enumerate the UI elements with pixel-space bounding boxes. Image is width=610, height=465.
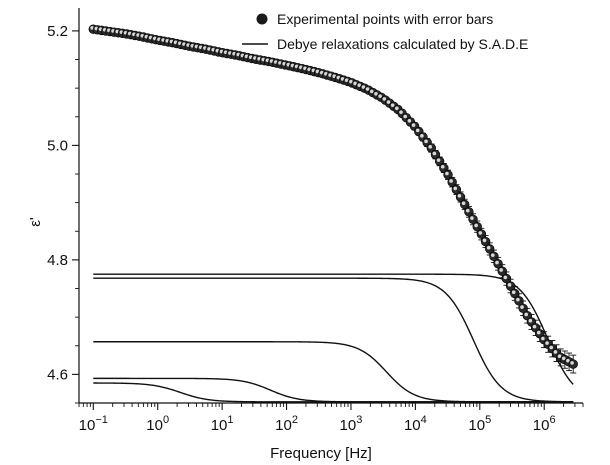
- debye-curve-1: [93, 273, 574, 385]
- x-tick-label: 106: [533, 414, 556, 434]
- x-axis-label: Frequency [Hz]: [270, 445, 372, 462]
- ticks-layer: [72, 30, 584, 410]
- point-highlight: [365, 87, 370, 91]
- point-highlight: [503, 275, 508, 280]
- point-highlight: [390, 103, 395, 107]
- point-highlight: [511, 290, 516, 295]
- point-highlight: [386, 100, 391, 104]
- point-highlight: [374, 91, 378, 96]
- point-highlight: [357, 83, 362, 88]
- point-highlight: [478, 231, 483, 235]
- point-highlight: [516, 297, 520, 302]
- point-highlight: [432, 151, 437, 156]
- point-highlight: [486, 245, 491, 250]
- debye-curve-3: [93, 341, 574, 403]
- point-highlight: [557, 354, 562, 358]
- x-tick-label: 102: [275, 414, 298, 434]
- experimental-points-layer: [88, 24, 578, 374]
- point-highlight: [491, 253, 495, 257]
- data-point: [489, 249, 499, 264]
- legend-label-line: Debye relaxations calculated by S.A.D.E: [277, 36, 528, 52]
- point-highlight: [549, 345, 554, 350]
- point-highlight: [457, 194, 462, 198]
- legend: Experimental points with error bars Deby…: [242, 11, 528, 52]
- point-highlight: [382, 97, 387, 101]
- y-axis-label: ε': [27, 217, 44, 227]
- data-point: [568, 354, 578, 374]
- point-highlight: [436, 158, 441, 162]
- point-highlight: [361, 85, 366, 89]
- point-highlight: [545, 341, 549, 345]
- data-point: [510, 286, 520, 301]
- point-highlight: [369, 89, 374, 94]
- debye-curve-5: [93, 382, 574, 403]
- x-tick-label: 105: [468, 414, 491, 434]
- point-highlight: [428, 145, 433, 149]
- y-tick-label: 5.0: [47, 137, 68, 154]
- point-highlight: [420, 134, 424, 138]
- point-highlight: [449, 179, 453, 183]
- data-point: [485, 242, 495, 256]
- x-tick-label: 104: [404, 414, 427, 434]
- point-highlight: [553, 350, 558, 354]
- data-point: [505, 278, 516, 294]
- point-highlight: [411, 123, 416, 127]
- data-point: [493, 256, 503, 271]
- point-highlight: [344, 78, 349, 83]
- debye-curve-4: [93, 377, 574, 403]
- y-tick-label: 4.8: [47, 252, 68, 269]
- point-highlight: [403, 114, 407, 119]
- x-tick-label: 101: [211, 414, 234, 434]
- point-highlight: [424, 139, 428, 144]
- point-highlight: [440, 165, 445, 169]
- point-highlight: [445, 171, 449, 176]
- point-highlight: [570, 361, 574, 365]
- point-highlight: [507, 283, 512, 287]
- y-tick-label: 4.6: [47, 366, 68, 383]
- point-highlight: [495, 260, 499, 265]
- data-point: [443, 169, 453, 180]
- point-highlight: [407, 118, 412, 123]
- point-highlight: [528, 318, 533, 323]
- point-highlight: [415, 128, 420, 133]
- point-highlight: [566, 358, 570, 363]
- point-highlight: [399, 110, 403, 114]
- legend-marker-points: [256, 13, 268, 25]
- point-highlight: [461, 201, 466, 206]
- point-highlight: [453, 186, 458, 191]
- point-highlight: [349, 79, 353, 84]
- point-highlight: [353, 81, 357, 86]
- y-tick-label: 5.2: [47, 23, 68, 40]
- axes-layer: [78, 8, 583, 404]
- point-highlight: [536, 330, 541, 335]
- point-highlight: [524, 312, 528, 317]
- tick-labels-layer: 10−1 100 101 102 103 104 105 106 4.6 4.8 5.0 5.2: [47, 23, 555, 434]
- x-tick-label: 10−1: [79, 414, 108, 434]
- x-tick-label: 100: [146, 414, 169, 434]
- point-highlight: [541, 336, 545, 341]
- debye-curve-2: [93, 277, 574, 403]
- data-point: [476, 227, 487, 241]
- point-highlight: [378, 94, 382, 98]
- data-point: [439, 163, 449, 173]
- point-highlight: [474, 223, 478, 228]
- x-tick-label: 103: [340, 414, 363, 434]
- legend-label-points: Experimental points with error bars: [277, 11, 493, 27]
- point-highlight: [470, 216, 474, 220]
- point-highlight: [482, 238, 487, 243]
- data-point: [501, 271, 512, 286]
- point-highlight: [395, 106, 399, 111]
- point-highlight: [532, 324, 537, 329]
- point-highlight: [499, 268, 503, 272]
- point-highlight: [465, 208, 470, 213]
- debye-curves-layer: [93, 273, 574, 403]
- point-highlight: [561, 356, 566, 361]
- point-highlight: [520, 305, 524, 309]
